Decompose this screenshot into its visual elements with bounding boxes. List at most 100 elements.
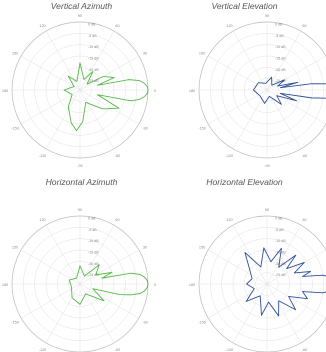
angle-label: -30 — [142, 126, 148, 130]
angle-label: 60 — [302, 218, 306, 222]
ring-label: 0 dB — [88, 23, 96, 27]
grid-spoke — [207, 283, 268, 319]
ring-label: 0 dB — [88, 217, 96, 221]
ring-label: 0 dB — [275, 23, 283, 27]
ring-label: -10 dB — [88, 45, 99, 49]
horizontal-azimuth-panel: Horizontal Azimuth 9060300-30-60-90-120-… — [0, 176, 163, 352]
radiation-pattern-trace — [252, 76, 326, 105]
horizontal-elevation-panel: Horizontal Elevation 9060300-30-60-90-12… — [163, 176, 326, 352]
angle-label: -60 — [115, 348, 121, 352]
ring-label: -25 dB — [88, 273, 99, 277]
angle-label: 150 — [12, 51, 18, 55]
grid-spoke — [20, 283, 81, 319]
angle-label: 90 — [78, 14, 82, 18]
grid-spoke — [232, 30, 268, 91]
angle-label: 0 — [154, 89, 156, 93]
angle-label: 120 — [39, 218, 45, 222]
radiation-pattern-trace — [244, 247, 326, 317]
grid-spoke — [20, 249, 81, 285]
angle-label: -90 — [77, 164, 83, 168]
angle-label: -150 — [11, 126, 19, 130]
angle-label: -120 — [226, 154, 234, 158]
angle-label: 120 — [226, 24, 232, 28]
chart-title: Vertical Elevation — [211, 1, 278, 11]
grid-spoke — [232, 89, 268, 150]
angle-label: 150 — [199, 245, 205, 249]
radiation-pattern-trace — [68, 264, 149, 305]
grid-spoke — [79, 249, 140, 285]
angle-label: -60 — [115, 154, 121, 158]
angle-label: 0 — [154, 283, 156, 287]
angle-label: 180 — [2, 89, 8, 93]
grid-spoke — [45, 283, 81, 344]
radiation-pattern-trace — [63, 62, 149, 132]
angle-label: 150 — [12, 245, 18, 249]
angle-label: 60 — [302, 24, 306, 28]
angle-label: -150 — [198, 126, 206, 130]
ring-label: -5 dB — [275, 34, 284, 38]
grid-spoke — [79, 283, 140, 319]
angle-label: -60 — [302, 154, 308, 158]
ring-label: -5 dB — [275, 228, 284, 232]
angle-label: 60 — [115, 218, 119, 222]
angle-label: 180 — [189, 89, 195, 93]
ring-label: -20 dB — [275, 68, 286, 72]
angle-label: 30 — [143, 245, 147, 249]
vertical-elevation-panel: Vertical Elevation 9060300-30-60-90-120-… — [163, 0, 326, 176]
angle-label: -120 — [39, 154, 47, 158]
angle-label: 60 — [115, 24, 119, 28]
ring-label: -15 dB — [88, 57, 99, 61]
grid-spoke — [79, 89, 115, 150]
grid-spoke — [207, 249, 268, 285]
angle-label: -120 — [39, 348, 47, 352]
angle-label: -90 — [264, 164, 270, 168]
grid-spoke — [207, 89, 268, 125]
ring-label: -15 dB — [275, 57, 286, 61]
grid-spoke — [232, 224, 268, 285]
polar-plot: 90 60 30 0 -30 -60 -90 -120 -150 180 150 120 0 dB -5 … — [2, 14, 156, 168]
ring-label: -20 dB — [275, 262, 286, 266]
ring-label: -10 dB — [275, 45, 286, 49]
grid-spoke — [45, 89, 81, 150]
ring-label: -20 dB — [88, 68, 99, 72]
chart-title: Vertical Azimuth — [50, 1, 113, 11]
ring-label: -20 dB — [88, 262, 99, 266]
grid-spoke — [266, 224, 302, 285]
ring-label: -25 dB — [275, 273, 286, 277]
angle-label: 90 — [265, 14, 269, 18]
angle-label: 150 — [199, 51, 205, 55]
grid-spoke — [266, 283, 326, 319]
grid-spoke — [45, 224, 81, 285]
ring-label: -15 dB — [88, 251, 99, 255]
angle-label: 120 — [226, 218, 232, 222]
angle-label: 180 — [2, 283, 8, 287]
grid-spoke — [45, 30, 81, 91]
angle-label: -30 — [142, 320, 148, 324]
grid-spoke — [266, 249, 326, 285]
grid-spoke — [79, 30, 115, 91]
angle-label: 120 — [39, 24, 45, 28]
angle-label: 30 — [143, 51, 147, 55]
angle-label: 180 — [189, 283, 195, 287]
angle-label: 90 — [265, 208, 269, 212]
angle-label: -60 — [302, 348, 308, 352]
grid-spoke — [79, 55, 140, 91]
chart-title: Horizontal Elevation — [206, 177, 283, 187]
grid-spoke — [266, 55, 326, 91]
grid-spoke — [266, 89, 326, 125]
grid-spoke — [266, 283, 302, 344]
grid-spoke — [20, 55, 81, 91]
vertical-azimuth-panel: Vertical Azimuth 90 60 30 0 -30 -60 -90 -120 -15… — [0, 0, 163, 176]
grid-spoke — [20, 89, 81, 125]
angle-label: -150 — [198, 320, 206, 324]
ring-label: -5 dB — [88, 228, 97, 232]
grid-spoke — [266, 30, 302, 91]
ring-label: -10 dB — [275, 239, 286, 243]
grid-spoke — [232, 283, 268, 344]
ring-label: -5 dB — [88, 34, 97, 38]
ring-label: -10 dB — [88, 239, 99, 243]
